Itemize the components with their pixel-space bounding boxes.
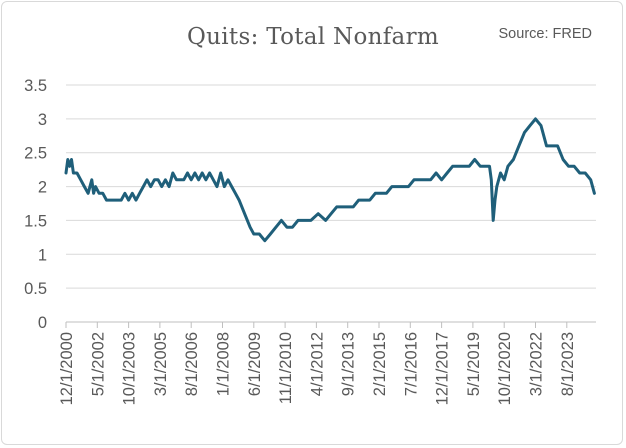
x-tick-label: 9/1/2013 <box>340 332 358 396</box>
gridlines <box>66 84 596 289</box>
source-annotation: Source: FRED <box>498 26 592 42</box>
y-tick-label: 0.5 <box>24 280 47 298</box>
x-tick-label: 8/1/2023 <box>559 332 577 396</box>
x-axis-ticks: 12/1/2000 5/1/2002 10/1/2003 3/1/2005 8/1/20… <box>58 322 577 405</box>
y-tick-label: 0 <box>38 314 47 332</box>
x-tick-label: 3/1/2022 <box>528 332 546 396</box>
y-tick-label: 3 <box>38 111 47 129</box>
y-tick-label: 2.5 <box>24 145 47 163</box>
x-tick-label: 8/1/2006 <box>183 332 201 396</box>
y-tick-label: 3.5 <box>24 77 47 95</box>
x-tick-label: 7/1/2016 <box>402 332 420 396</box>
x-tick-label: 4/1/2012 <box>308 332 326 396</box>
series-group <box>64 117 596 243</box>
y-tick-label: 1.5 <box>24 212 47 230</box>
x-tick-label: 2/1/2015 <box>371 332 389 396</box>
series-line-quits <box>64 117 596 243</box>
x-tick-label: 1/1/2008 <box>215 332 233 396</box>
y-axis-ticks: 0 0.5 1 1.5 2 2.5 3 3.5 <box>24 77 47 332</box>
y-tick-label: 2 <box>38 179 47 197</box>
x-tick-label: 5/1/2002 <box>89 332 107 396</box>
x-tick-label: 6/1/2009 <box>246 332 264 396</box>
chart-title: Quits: Total Nonfarm <box>187 24 439 50</box>
x-tick-label: 12/1/2017 <box>434 332 452 405</box>
x-tick-label: 3/1/2005 <box>152 332 170 396</box>
y-tick-label: 1 <box>38 246 47 264</box>
x-tick-label: 10/1/2003 <box>121 332 139 405</box>
x-tick-label: 10/1/2020 <box>496 332 514 405</box>
x-tick-label: 5/1/2019 <box>465 332 483 396</box>
x-tick-label: 11/1/2010 <box>277 332 295 404</box>
x-tick-label: 12/1/2000 <box>58 332 76 405</box>
